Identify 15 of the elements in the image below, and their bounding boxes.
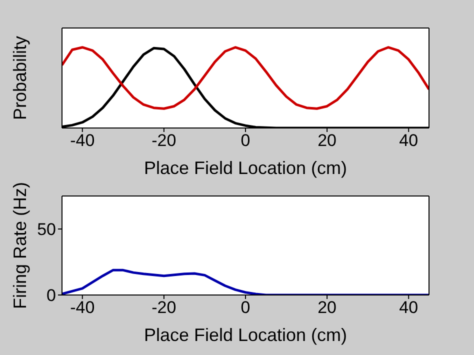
x-tick-label: 0	[240, 131, 250, 150]
x-tick-label: 20	[318, 131, 337, 150]
y-tick-label: 50	[37, 220, 56, 240]
x-tick-label: -40	[70, 131, 95, 150]
x-tick-label: 0	[240, 298, 250, 318]
x-tick-label: 40	[399, 298, 418, 318]
x-tick-label: -20	[152, 131, 176, 150]
x-tick-label: -20	[152, 298, 176, 318]
y-axis-title: Probability	[10, 36, 30, 120]
x-axis-title: Place Field Location (cm)	[144, 158, 348, 178]
y-axis-title: Firing Rate (Hz)	[10, 182, 30, 310]
x-tick-label: 20	[318, 298, 337, 318]
x-tick-label: 40	[399, 131, 418, 150]
x-axis-title: Place Field Location (cm)	[144, 325, 348, 345]
x-tick-label: -40	[70, 298, 95, 318]
